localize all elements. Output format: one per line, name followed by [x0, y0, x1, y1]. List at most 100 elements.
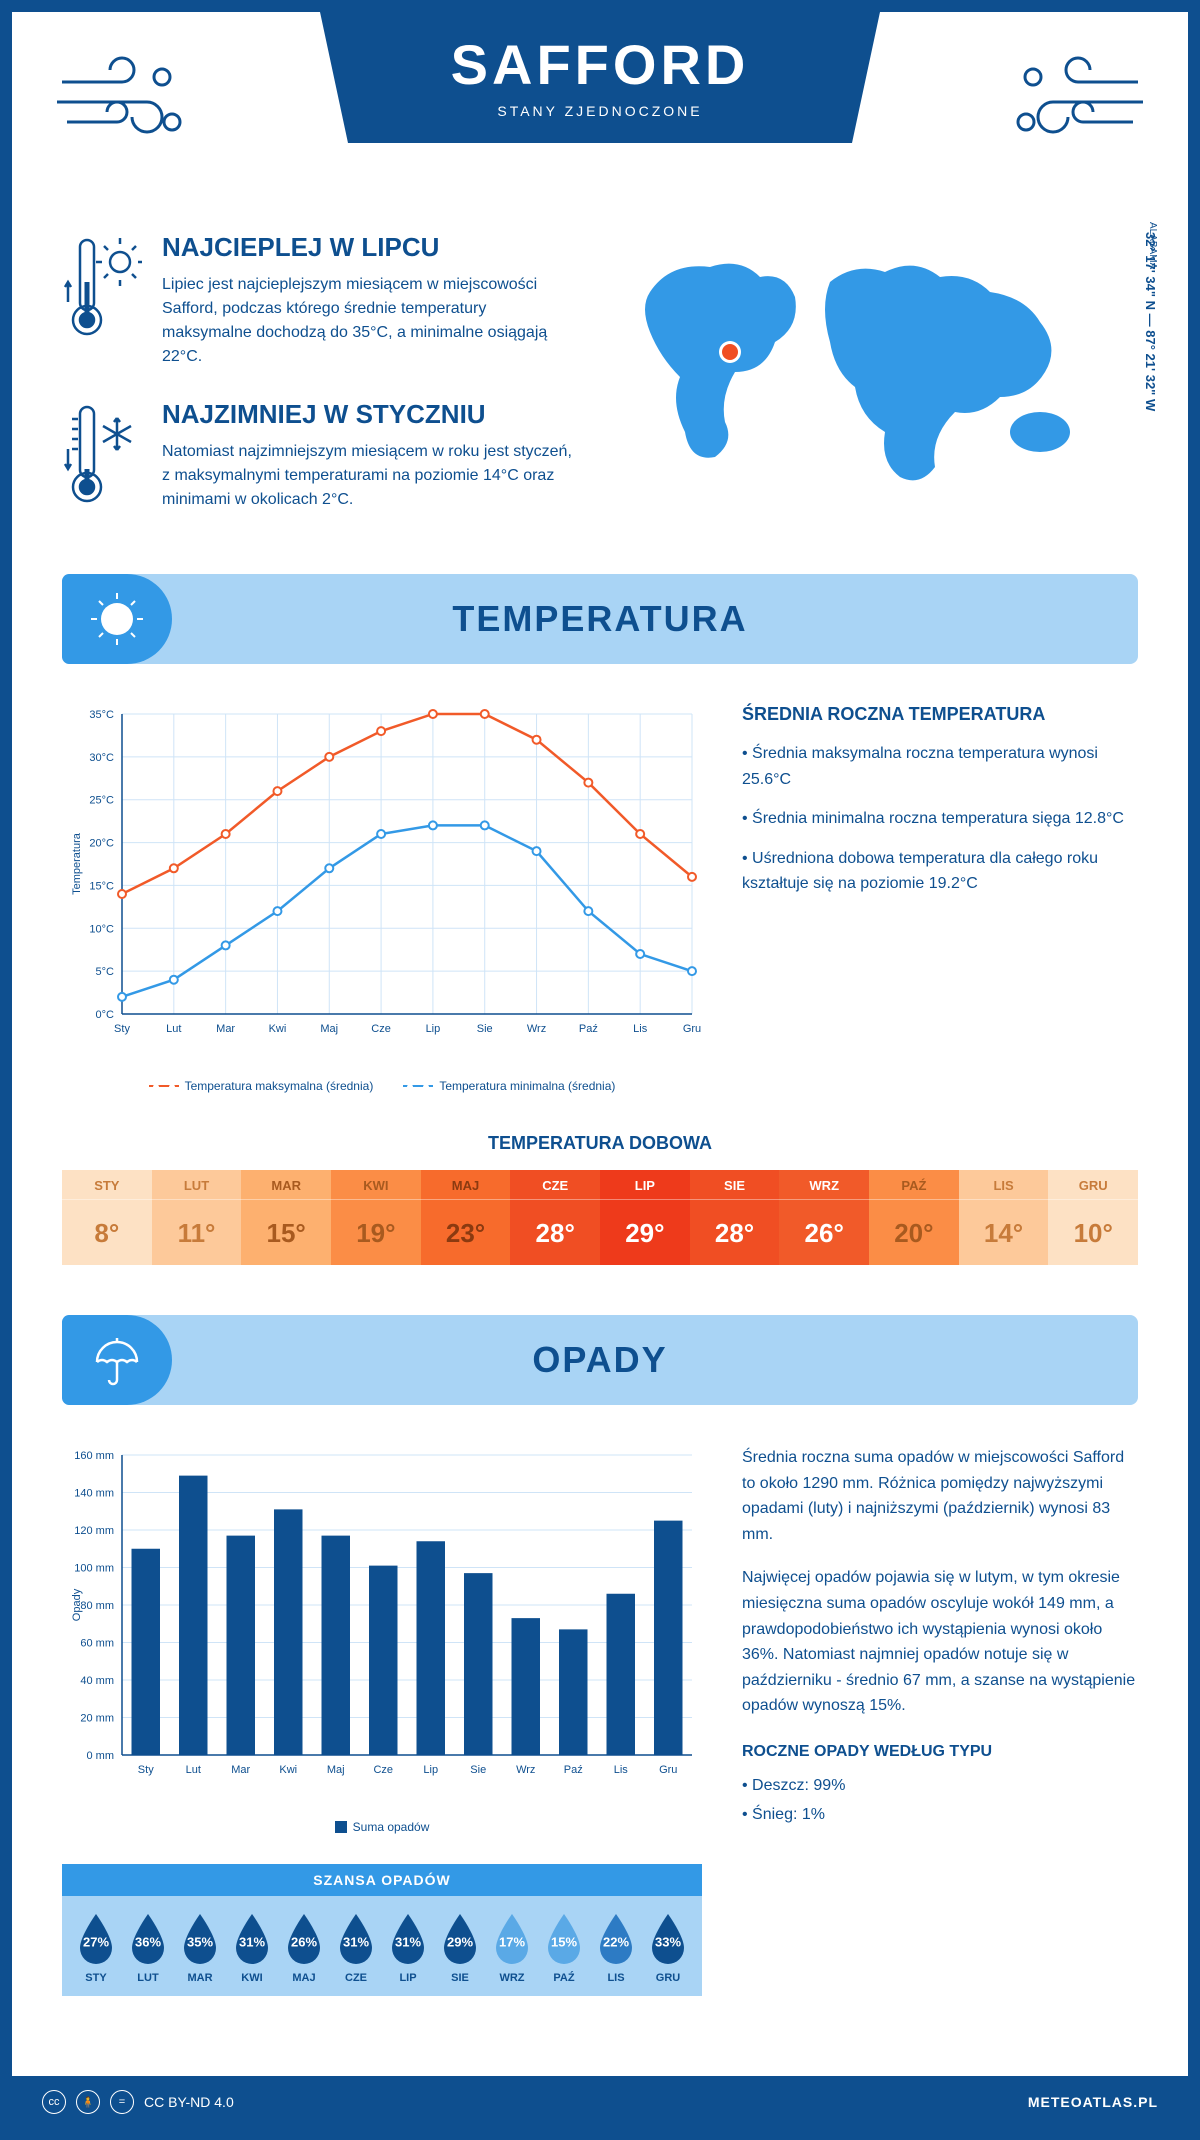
- svg-text:Lut: Lut: [166, 1023, 181, 1035]
- daily-temp-cell: MAR15°: [241, 1170, 331, 1265]
- svg-text:Sty: Sty: [138, 1764, 154, 1776]
- daily-temp-cell: LIS14°: [959, 1170, 1049, 1265]
- svg-text:35°C: 35°C: [89, 709, 114, 721]
- rain-chance-cell: 31%LIP: [382, 1912, 434, 1984]
- daily-temp-cell: MAJ23°: [421, 1170, 511, 1265]
- svg-text:Mar: Mar: [216, 1023, 235, 1035]
- header: SAFFORD STANY ZJEDNOCZONE: [12, 12, 1188, 212]
- svg-text:Lis: Lis: [633, 1023, 648, 1035]
- by-icon: 🧍: [76, 2090, 100, 2114]
- svg-text:5°C: 5°C: [96, 966, 115, 978]
- rain-chance-cell: 15%PAŹ: [538, 1912, 590, 1984]
- umbrella-icon: [62, 1315, 172, 1405]
- opady-snow-pct: • Śnieg: 1%: [742, 1802, 1138, 1828]
- rain-chance-panel: SZANSA OPADÓW 27%STY36%LUT35%MAR31%KWI26…: [62, 1864, 702, 1996]
- thermometer-cold-icon: [62, 399, 142, 514]
- footer-license: cc 🧍 = CC BY-ND 4.0: [42, 2090, 234, 2114]
- cold-title: NAJZIMNIEJ W STYCZNIU: [162, 399, 580, 430]
- opady-rain-pct: • Deszcz: 99%: [742, 1773, 1138, 1799]
- svg-text:140 mm: 140 mm: [74, 1488, 114, 1500]
- svg-text:30°C: 30°C: [89, 752, 114, 764]
- svg-text:Maj: Maj: [320, 1023, 338, 1035]
- daily-temp-row: STY8°LUT11°MAR15°KWI19°MAJ23°CZE28°LIP29…: [62, 1170, 1138, 1265]
- daily-temp-cell: CZE28°: [510, 1170, 600, 1265]
- svg-text:20 mm: 20 mm: [80, 1713, 114, 1725]
- cold-block: NAJZIMNIEJ W STYCZNIU Natomiast najzimni…: [62, 399, 580, 514]
- daily-temp-title: TEMPERATURA DOBOWA: [12, 1133, 1188, 1154]
- svg-text:Wrz: Wrz: [516, 1764, 535, 1776]
- page: SAFFORD STANY ZJEDNOCZONE NAJCIEPLEJ W L…: [0, 0, 1200, 2140]
- daily-temp-cell: LUT11°: [152, 1170, 242, 1265]
- rain-chance-cell: 17%WRZ: [486, 1912, 538, 1984]
- rain-chance-cell: 26%MAJ: [278, 1912, 330, 1984]
- rain-chance-cell: 22%LIS: [590, 1912, 642, 1984]
- opady-title: OPADY: [62, 1339, 1138, 1381]
- wind-icon: [1008, 52, 1148, 157]
- temp-content-row: 0°C5°C10°C15°C20°C25°C30°C35°CStyLutMarK…: [12, 664, 1188, 1113]
- rain-chance-cell: 36%LUT: [122, 1912, 174, 1984]
- rain-chance-cell: 35%MAR: [174, 1912, 226, 1984]
- daily-temp-cell: LIP29°: [600, 1170, 690, 1265]
- temp-section-banner: TEMPERATURA: [62, 574, 1138, 664]
- rain-chance-cell: 33%GRU: [642, 1912, 694, 1984]
- svg-text:Sie: Sie: [477, 1023, 493, 1035]
- sun-icon: [62, 574, 172, 664]
- svg-text:Lis: Lis: [614, 1764, 629, 1776]
- daily-temp-cell: PAŹ20°: [869, 1170, 959, 1265]
- rain-chance-cell: 27%STY: [70, 1912, 122, 1984]
- svg-text:0°C: 0°C: [96, 1009, 115, 1021]
- city-title: SAFFORD: [320, 32, 880, 97]
- svg-text:10°C: 10°C: [89, 923, 114, 935]
- intro-row: NAJCIEPLEJ W LIPCU Lipiec jest najcieple…: [12, 212, 1188, 574]
- svg-text:Lip: Lip: [426, 1023, 441, 1035]
- svg-text:Paź: Paź: [564, 1764, 583, 1776]
- svg-text:120 mm: 120 mm: [74, 1525, 114, 1537]
- svg-text:Kwi: Kwi: [279, 1764, 297, 1776]
- thermometer-hot-icon: [62, 232, 142, 369]
- svg-text:Cze: Cze: [373, 1764, 393, 1776]
- daily-temp-cell: STY8°: [62, 1170, 152, 1265]
- svg-text:Cze: Cze: [371, 1023, 391, 1035]
- svg-text:80 mm: 80 mm: [80, 1600, 114, 1612]
- cc-icon: cc: [42, 2090, 66, 2114]
- hot-text: Lipiec jest najcieplejszym miesiącem w m…: [162, 273, 580, 369]
- svg-text:Kwi: Kwi: [269, 1023, 287, 1035]
- svg-text:60 mm: 60 mm: [80, 1638, 114, 1650]
- opady-section-banner: OPADY: [62, 1315, 1138, 1405]
- svg-text:Maj: Maj: [327, 1764, 345, 1776]
- svg-text:Gru: Gru: [659, 1764, 677, 1776]
- daily-temp-cell: SIE28°: [690, 1170, 780, 1265]
- license-text: CC BY-ND 4.0: [144, 2094, 234, 2110]
- svg-text:Lip: Lip: [423, 1764, 438, 1776]
- opady-type-title: ROCZNE OPADY WEDŁUG TYPU: [742, 1739, 1138, 1765]
- rain-chart: 0 mm20 mm40 mm60 mm80 mm100 mm120 mm140 …: [62, 1445, 702, 1996]
- map-col: ALABAMA 32° 17' 34" N — 87° 21' 32" W: [620, 232, 1138, 544]
- legend-min: Temperatura minimalna (średnia): [439, 1079, 615, 1093]
- daily-temp-cell: KWI19°: [331, 1170, 421, 1265]
- svg-text:160 mm: 160 mm: [74, 1450, 114, 1462]
- svg-text:0 mm: 0 mm: [87, 1750, 115, 1762]
- opady-p2: Najwięcej opadów pojawia się w lutym, w …: [742, 1565, 1138, 1719]
- svg-text:40 mm: 40 mm: [80, 1675, 114, 1687]
- daily-temp-cell: GRU10°: [1048, 1170, 1138, 1265]
- cold-text: Natomiast najzimniejszym miesiącem w rok…: [162, 440, 580, 512]
- hot-block: NAJCIEPLEJ W LIPCU Lipiec jest najcieple…: [62, 232, 580, 369]
- svg-text:Gru: Gru: [683, 1023, 701, 1035]
- title-banner: SAFFORD STANY ZJEDNOCZONE: [320, 12, 880, 143]
- daily-temp-cell: WRZ26°: [779, 1170, 869, 1265]
- legend-max: Temperatura maksymalna (średnia): [185, 1079, 374, 1093]
- svg-text:Sty: Sty: [114, 1023, 130, 1035]
- svg-text:Opady: Opady: [71, 1588, 83, 1621]
- svg-text:Paź: Paź: [579, 1023, 598, 1035]
- rain-chance-cell: 29%SIE: [434, 1912, 486, 1984]
- temp-title: TEMPERATURA: [62, 598, 1138, 640]
- svg-text:25°C: 25°C: [89, 795, 114, 807]
- svg-text:20°C: 20°C: [89, 838, 114, 850]
- country-subtitle: STANY ZJEDNOCZONE: [320, 103, 880, 119]
- temp-legend: Temperatura maksymalna (średnia) Tempera…: [62, 1079, 702, 1093]
- rain-chance-cell: 31%CZE: [330, 1912, 382, 1984]
- svg-text:Sie: Sie: [470, 1764, 486, 1776]
- svg-text:Temperatura: Temperatura: [71, 832, 83, 895]
- rain-legend-label: Suma opadów: [353, 1820, 430, 1834]
- nd-icon: =: [110, 2090, 134, 2114]
